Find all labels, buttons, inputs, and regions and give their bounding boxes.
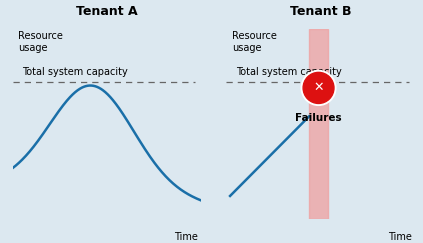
Text: ✕: ✕ xyxy=(313,81,324,95)
Circle shape xyxy=(303,72,334,104)
Text: Resource
usage: Resource usage xyxy=(18,31,63,53)
Text: Failures: Failures xyxy=(295,113,342,122)
Bar xyxy=(309,29,328,219)
Text: Total system capacity: Total system capacity xyxy=(236,67,341,77)
Text: Tenant A: Tenant A xyxy=(76,5,137,18)
Text: Total system capacity: Total system capacity xyxy=(22,67,128,77)
Text: Tenant B: Tenant B xyxy=(290,5,351,18)
Text: Resource
usage: Resource usage xyxy=(232,31,277,53)
Circle shape xyxy=(301,70,336,105)
Text: Time: Time xyxy=(387,232,412,242)
Text: Time: Time xyxy=(174,232,198,242)
